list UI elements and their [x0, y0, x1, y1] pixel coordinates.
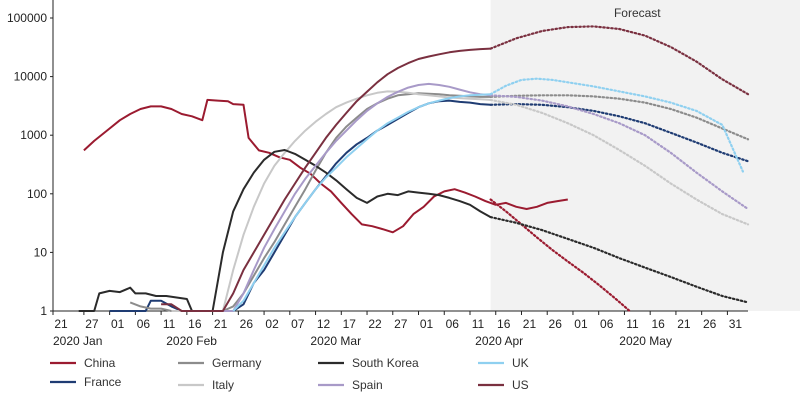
x-tick-label: 26 — [549, 317, 563, 331]
x-tick-label: 26 — [240, 317, 254, 331]
series-group — [78, 25, 750, 313]
series-line-uk-forecast — [489, 77, 744, 173]
series-line-china-forecast — [489, 198, 631, 313]
x-tick-label: 22 — [368, 317, 382, 331]
x-tick-label: 27 — [394, 317, 408, 331]
month-label: 2020 Jan — [53, 334, 102, 348]
x-tick-label: 02 — [265, 317, 279, 331]
legend-label: UK — [512, 356, 529, 370]
series-line-us — [161, 47, 491, 312]
month-label: 2020 Mar — [310, 334, 361, 348]
series-line-germany-forecast — [489, 94, 750, 141]
x-tick-label: 01 — [574, 317, 588, 331]
y-tick-label: 10 — [34, 245, 48, 259]
x-axis: 21 27 01 06 11 16 21 26 02 07 12 17 22 27 01 06 11 16 21 26… — [52, 310, 748, 348]
x-tick-label: 21 — [54, 317, 68, 331]
legend-label: Germany — [212, 356, 261, 370]
series-line-italy — [171, 90, 491, 312]
forecast-label: Forecast — [614, 6, 661, 20]
series-line-italy-forecast — [489, 98, 750, 226]
x-tick-label: 11 — [626, 317, 639, 331]
x-tick-label: 27 — [85, 317, 99, 331]
y-tick-label: 10000 — [14, 70, 48, 84]
x-tick-label: 16 — [497, 317, 511, 331]
series-line-uk — [232, 93, 491, 312]
x-tick-label: 17 — [343, 317, 357, 331]
x-tick-label: 26 — [703, 317, 717, 331]
x-tick-label: 31 — [729, 317, 743, 331]
month-label: 2020 Apr — [475, 334, 523, 348]
x-tick-label: 01 — [111, 317, 125, 331]
x-tick-label: 21 — [677, 317, 691, 331]
legend-label: Spain — [352, 378, 383, 392]
x-tick-label: 16 — [188, 317, 202, 331]
series-line-south-korea — [78, 149, 492, 312]
x-tick-label: 11 — [472, 317, 485, 331]
legend-label: South Korea — [352, 356, 419, 370]
x-tick-label: 01 — [420, 317, 434, 331]
legend-label: US — [512, 378, 529, 392]
x-tick-label: 12 — [317, 317, 331, 331]
month-label: 2020 May — [619, 334, 672, 348]
x-tick-label: 21 — [214, 317, 228, 331]
y-tick-label: 1 — [40, 304, 47, 318]
series-line-south-korea-forecast — [489, 216, 750, 304]
series-line-spain — [192, 82, 491, 312]
series-line-us-forecast — [489, 25, 750, 96]
series-line-france-forecast — [489, 103, 750, 163]
x-tick-label: 06 — [446, 317, 460, 331]
forecast-region — [490, 0, 800, 311]
x-tick-label: 07 — [291, 317, 305, 331]
y-tick-label: 100000 — [7, 11, 47, 25]
legend: China France Germany Italy South Korea Spain U… — [50, 356, 529, 392]
y-tick-label: 1000 — [20, 128, 47, 142]
x-tick-label: 06 — [137, 317, 151, 331]
month-label: 2020 Feb — [166, 334, 217, 348]
x-tick-label: 06 — [600, 317, 614, 331]
x-tick-label: 16 — [652, 317, 666, 331]
legend-label: Italy — [212, 378, 234, 392]
series-line-france — [109, 99, 491, 312]
x-tick-label: 21 — [523, 317, 537, 331]
y-axis: 1 10 100 1000 10000 100000 — [7, 0, 54, 318]
legend-label: China — [84, 356, 116, 370]
y-tick-label: 100 — [27, 187, 47, 201]
x-tick-label: 11 — [163, 317, 176, 331]
series-line-spain-forecast — [489, 94, 750, 211]
legend-label: France — [84, 375, 122, 389]
